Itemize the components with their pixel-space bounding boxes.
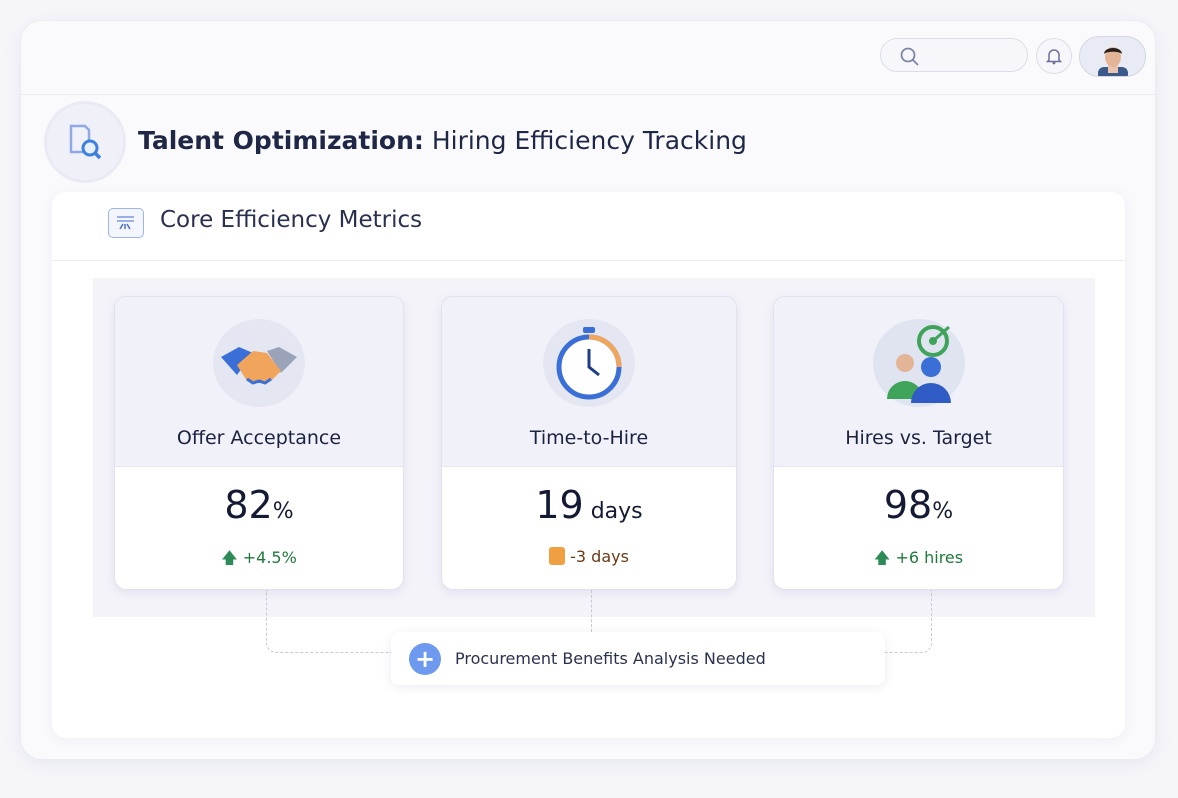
plus-icon: +	[409, 642, 441, 675]
value-unit: %	[272, 499, 294, 524]
metric-change: -3 days	[442, 547, 736, 566]
search-input[interactable]	[880, 38, 1028, 72]
header-divider	[20, 94, 1156, 95]
value-number: 82	[224, 483, 273, 527]
metric-value: 19 days	[442, 483, 736, 527]
metric-card-time-to-hire[interactable]: Time-to-Hire 19 days -3 days	[441, 296, 737, 590]
procurement-analysis-button[interactable]: + Procurement Benefits Analysis Needed	[391, 632, 885, 685]
metric-value: 98%	[774, 483, 1063, 527]
arrow-up-icon: 🡅	[221, 548, 238, 567]
title-bold: Talent Optimization:	[138, 126, 424, 155]
change-text: -3 days	[570, 547, 629, 566]
people-target-icon	[872, 319, 965, 407]
connector	[885, 590, 932, 653]
search-icon	[900, 47, 919, 66]
bell-icon	[1046, 49, 1062, 65]
value-unit: days	[583, 499, 643, 524]
metric-value: 82%	[115, 483, 403, 527]
panel-title: Core Efficiency Metrics	[160, 207, 423, 233]
connector	[266, 590, 391, 653]
metrics-icon	[108, 208, 144, 238]
notifications-button[interactable]	[1036, 38, 1072, 74]
decrease-badge-icon	[549, 547, 566, 565]
metric-card-hires-vs-target[interactable]: Hires vs. Target 98% 🡅 +6 hires	[773, 296, 1064, 590]
metric-label: Offer Acceptance	[176, 427, 342, 449]
action-label: Procurement Benefits Analysis Needed	[455, 649, 766, 668]
stopwatch-icon	[543, 319, 635, 407]
change-text: +6 hires	[895, 548, 964, 567]
value-unit: %	[932, 499, 954, 524]
value-number: 98	[883, 483, 933, 527]
panel-divider	[52, 260, 1125, 261]
page-icon	[47, 104, 123, 180]
arrow-up-icon: 🡅	[873, 548, 891, 567]
metric-change: 🡅 +4.5%	[115, 547, 403, 574]
document-search-icon	[69, 124, 102, 160]
metric-label: Hires vs. Target	[845, 427, 992, 449]
change-text: +4.5%	[242, 548, 297, 567]
metric-card-offer-acceptance[interactable]: Offer Acceptance 82% 🡅 +4.5%	[114, 296, 404, 590]
metric-label: Time-to-Hire	[529, 427, 649, 449]
connector	[591, 590, 592, 632]
user-avatar[interactable]	[1079, 36, 1146, 77]
metric-change: 🡅 +6 hires	[774, 547, 1063, 574]
page-title: Talent Optimization: Hiring Efficiency T…	[138, 126, 747, 155]
title-rest: Hiring Efficiency Tracking	[423, 126, 747, 155]
value-number: 19	[535, 483, 584, 527]
handshake-icon	[213, 319, 305, 407]
